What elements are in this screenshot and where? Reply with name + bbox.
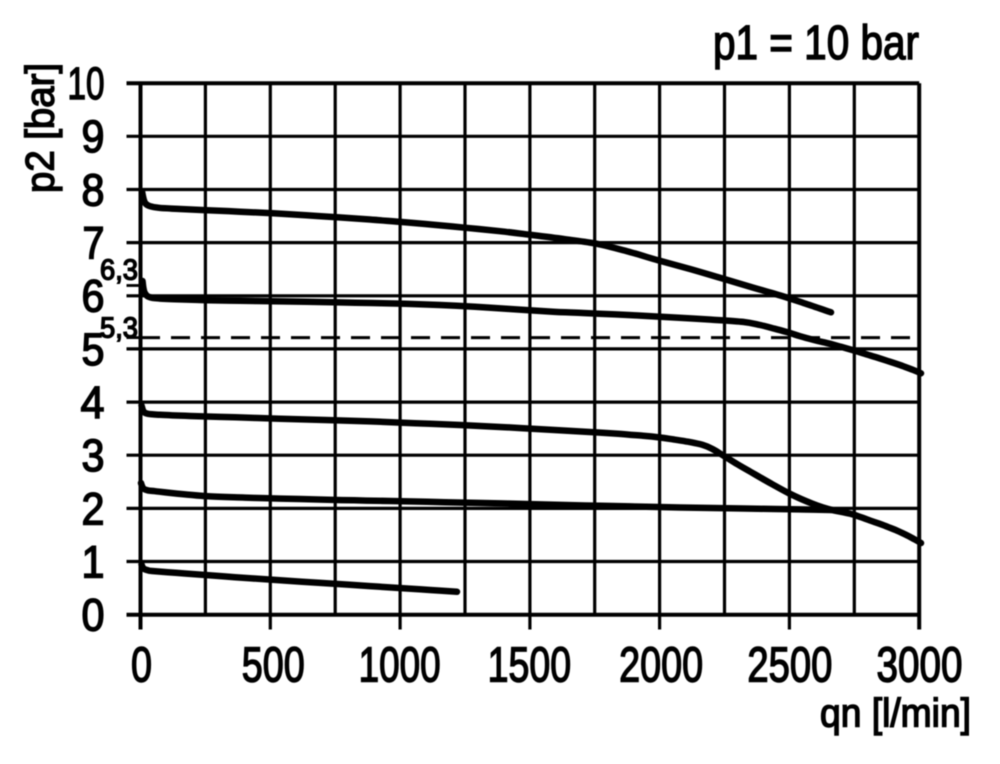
svg-text:p1 = 10 bar: p1 = 10 bar	[713, 16, 919, 70]
svg-text:2500: 2500	[747, 637, 832, 692]
svg-text:3: 3	[82, 430, 105, 481]
svg-text:7: 7	[83, 218, 105, 269]
svg-text:9: 9	[82, 111, 105, 162]
svg-text:500: 500	[242, 637, 305, 692]
svg-text:1000: 1000	[359, 637, 441, 692]
svg-text:5,3: 5,3	[100, 312, 138, 344]
svg-text:2: 2	[82, 483, 105, 534]
svg-text:5: 5	[82, 324, 105, 375]
svg-text:2000: 2000	[619, 637, 703, 692]
svg-text:0: 0	[131, 637, 152, 692]
svg-text:6: 6	[82, 271, 105, 322]
svg-text:p2 [bar]: p2 [bar]	[19, 63, 63, 193]
svg-text:4: 4	[81, 377, 105, 428]
svg-text:qn [l/min]: qn [l/min]	[820, 691, 971, 735]
svg-text:8: 8	[82, 164, 105, 215]
svg-text:1: 1	[82, 536, 105, 587]
svg-text:6,3: 6,3	[100, 255, 138, 287]
svg-text:1500: 1500	[488, 637, 572, 692]
svg-text:0: 0	[82, 590, 105, 641]
svg-text:10: 10	[68, 58, 105, 109]
svg-text:3000: 3000	[877, 637, 963, 692]
